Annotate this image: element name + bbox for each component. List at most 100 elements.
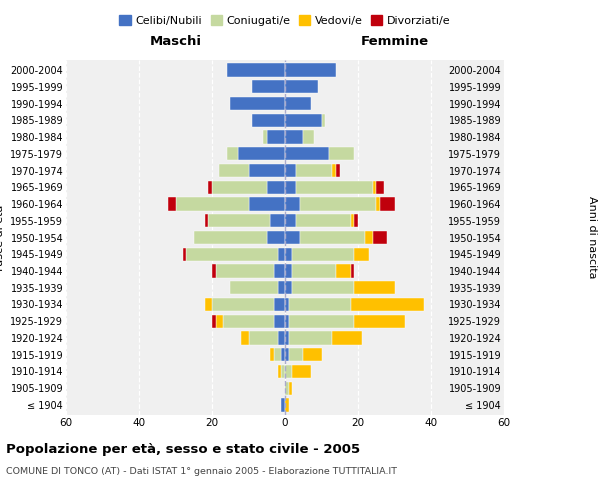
Bar [289, 314, 355, 328]
Bar [355, 281, 395, 294]
Bar [252, 114, 285, 127]
Bar [355, 248, 369, 261]
Bar [285, 264, 292, 278]
Bar [285, 314, 289, 328]
Bar [267, 180, 285, 194]
Bar [332, 164, 336, 177]
Bar [285, 365, 292, 378]
Bar [212, 180, 267, 194]
Legend: Celibi/Nubili, Coniugati/e, Vedovi/e, Divorziati/e: Celibi/Nubili, Coniugati/e, Vedovi/e, Di… [115, 10, 455, 30]
Bar [289, 348, 303, 362]
Bar [296, 164, 332, 177]
Bar [271, 348, 274, 362]
Text: Maschi: Maschi [149, 36, 202, 49]
Bar [230, 281, 278, 294]
Bar [355, 314, 406, 328]
Bar [350, 298, 424, 311]
Bar [373, 180, 376, 194]
Text: Femmine: Femmine [361, 36, 428, 49]
Bar [329, 147, 355, 160]
Bar [278, 332, 285, 344]
Bar [176, 198, 248, 210]
Bar [238, 147, 285, 160]
Bar [274, 298, 285, 311]
Bar [278, 248, 285, 261]
Bar [212, 314, 215, 328]
Bar [205, 214, 208, 228]
Bar [274, 264, 285, 278]
Bar [285, 248, 292, 261]
Bar [285, 332, 289, 344]
Bar [212, 264, 215, 278]
Bar [248, 332, 278, 344]
Bar [285, 348, 289, 362]
Bar [380, 198, 395, 210]
Bar [208, 214, 271, 228]
Bar [274, 348, 281, 362]
Bar [267, 231, 285, 244]
Bar [332, 332, 362, 344]
Bar [285, 114, 322, 127]
Bar [194, 231, 267, 244]
Bar [292, 264, 336, 278]
Bar [299, 198, 376, 210]
Bar [278, 281, 285, 294]
Bar [271, 214, 285, 228]
Bar [296, 214, 350, 228]
Text: Anni di nascita: Anni di nascita [587, 196, 597, 279]
Bar [267, 130, 285, 143]
Bar [208, 180, 212, 194]
Bar [227, 64, 285, 76]
Bar [285, 382, 289, 395]
Bar [281, 365, 285, 378]
Bar [285, 130, 303, 143]
Bar [205, 298, 212, 311]
Y-axis label: Fasce di età: Fasce di età [0, 204, 5, 270]
Bar [376, 180, 383, 194]
Bar [281, 398, 285, 411]
Bar [285, 147, 329, 160]
Bar [292, 281, 355, 294]
Bar [220, 164, 248, 177]
Bar [252, 80, 285, 94]
Bar [365, 231, 373, 244]
Bar [278, 365, 281, 378]
Bar [248, 198, 285, 210]
Bar [285, 281, 292, 294]
Bar [215, 314, 223, 328]
Text: COMUNE DI TONCO (AT) - Dati ISTAT 1° gennaio 2005 - Elaborazione TUTTITALIA.IT: COMUNE DI TONCO (AT) - Dati ISTAT 1° gen… [6, 468, 397, 476]
Bar [223, 314, 274, 328]
Bar [285, 298, 289, 311]
Bar [303, 348, 322, 362]
Bar [336, 164, 340, 177]
Bar [285, 64, 336, 76]
Bar [350, 214, 355, 228]
Bar [248, 164, 285, 177]
Bar [373, 231, 387, 244]
Bar [285, 214, 296, 228]
Bar [263, 130, 267, 143]
Bar [285, 198, 299, 210]
Bar [376, 198, 380, 210]
Bar [299, 231, 365, 244]
Bar [285, 180, 296, 194]
Bar [289, 382, 292, 395]
Bar [230, 97, 285, 110]
Bar [296, 180, 373, 194]
Bar [285, 80, 318, 94]
Bar [215, 264, 274, 278]
Bar [212, 298, 274, 311]
Bar [285, 231, 299, 244]
Bar [289, 332, 332, 344]
Bar [187, 248, 278, 261]
Bar [274, 314, 285, 328]
Bar [292, 365, 311, 378]
Bar [355, 214, 358, 228]
Bar [285, 398, 289, 411]
Bar [285, 164, 296, 177]
Text: Popolazione per età, sesso e stato civile - 2005: Popolazione per età, sesso e stato civil… [6, 442, 360, 456]
Bar [281, 348, 285, 362]
Bar [168, 198, 176, 210]
Bar [303, 130, 314, 143]
Bar [285, 97, 311, 110]
